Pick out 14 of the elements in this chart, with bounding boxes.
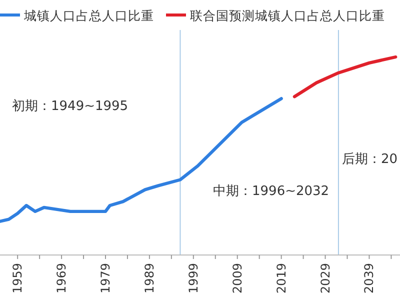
annotation: 初期：1949~1995 bbox=[12, 99, 128, 114]
x-tick-label: 1959 bbox=[10, 263, 25, 294]
x-tick-label: 1999 bbox=[186, 263, 200, 294]
x-tick-label: 2029 bbox=[318, 263, 332, 294]
annotation: 中期：1996~2032 bbox=[213, 184, 330, 199]
legend-label: 城镇人口占总人口比重 bbox=[23, 8, 154, 23]
x-tick-label: 2009 bbox=[230, 263, 244, 294]
x-tick-label: 1989 bbox=[142, 263, 156, 294]
annotation: 后期：20 bbox=[342, 152, 398, 167]
x-tick-label: 1969 bbox=[54, 263, 69, 294]
x-tick-label: 2039 bbox=[362, 263, 376, 294]
x-tick-label: 2019 bbox=[274, 263, 288, 294]
legend-label: 联合国预测城镇人口占总人口比重 bbox=[190, 8, 385, 23]
x-tick-label: 1979 bbox=[98, 263, 112, 294]
